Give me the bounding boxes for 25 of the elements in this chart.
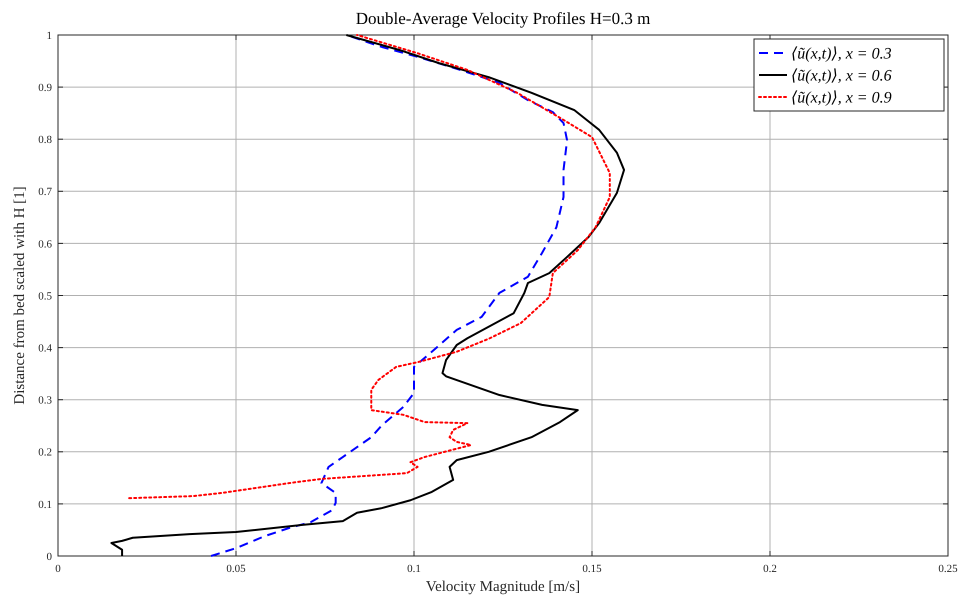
y-tick-label: 0 [46,550,52,563]
y-tick-label: 0.6 [38,238,52,250]
x-tick-label: 0 [55,563,62,575]
chart-title: Double-Average Velocity Profiles H=0.3 m [356,9,650,28]
y-tick-label: 0.7 [38,186,52,198]
x-tick-label: 0.05 [226,563,246,575]
x-tick-label: 0.2 [763,563,777,575]
y-tick-label: 0.1 [38,498,52,511]
x-tick-label: 0.25 [938,563,958,575]
legend-label: ⟨ũ(x,t)⟩, x = 0.9 [791,90,892,107]
y-tick-label: 0.2 [38,446,52,459]
x-tick-label: 0.1 [407,563,421,575]
y-tick-label: 0.5 [38,290,52,302]
legend-label: ⟨ũ(x,t)⟩, x = 0.6 [791,68,892,85]
y-tick-label: 0.9 [38,82,52,94]
y-axis-title: Distance from bed scaled with H [1] [12,186,28,405]
y-tick-label: 0.3 [38,394,52,407]
y-tick-label: 0.4 [38,342,52,354]
line-series [110,34,626,557]
x-tick-label: 0.15 [582,563,602,575]
x-axis-title: Velocity Magnitude [m/s] [426,579,580,595]
legend-label: ⟨ũ(x,t)⟩, x = 0.3 [791,46,892,63]
y-tick-label: 1 [46,30,52,42]
y-tick-label: 0.8 [38,134,52,146]
line-series [128,34,611,500]
